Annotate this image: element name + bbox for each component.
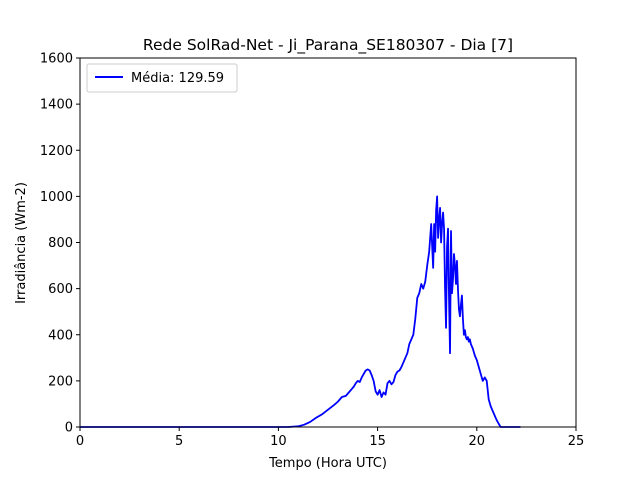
y-tick-label: 1400 (40, 98, 73, 113)
legend-box (86, 63, 238, 93)
y-tick-label: 800 (48, 236, 73, 251)
y-tick-label: 400 (48, 328, 73, 343)
y-tick-label: 600 (48, 282, 73, 297)
y-tick-label: 1000 (40, 190, 73, 205)
x-axis-label: Tempo (Hora UTC) (268, 456, 387, 471)
chart-title: Rede SolRad-Net - Ji_Parana_SE180307 - D… (143, 36, 513, 55)
series-line-0 (80, 195, 521, 428)
y-tick-label: 0 (65, 421, 73, 436)
y-tick-label: 1600 (40, 52, 73, 67)
y-tick-label: 200 (48, 374, 73, 389)
x-tick-label: 5 (175, 434, 183, 449)
x-tick-label: 15 (369, 434, 386, 449)
legend: Média: 129.59 (86, 63, 238, 93)
x-tick-label: 20 (469, 434, 486, 449)
x-tick-label: 0 (76, 434, 84, 449)
x-tick-label: 10 (270, 434, 287, 449)
y-tick-label: 1200 (40, 144, 73, 159)
legend-label: Média: 129.59 (131, 71, 224, 86)
y-axis-label: Irradiância (Wm-2) (14, 182, 29, 304)
x-tick-label: 25 (568, 434, 585, 449)
